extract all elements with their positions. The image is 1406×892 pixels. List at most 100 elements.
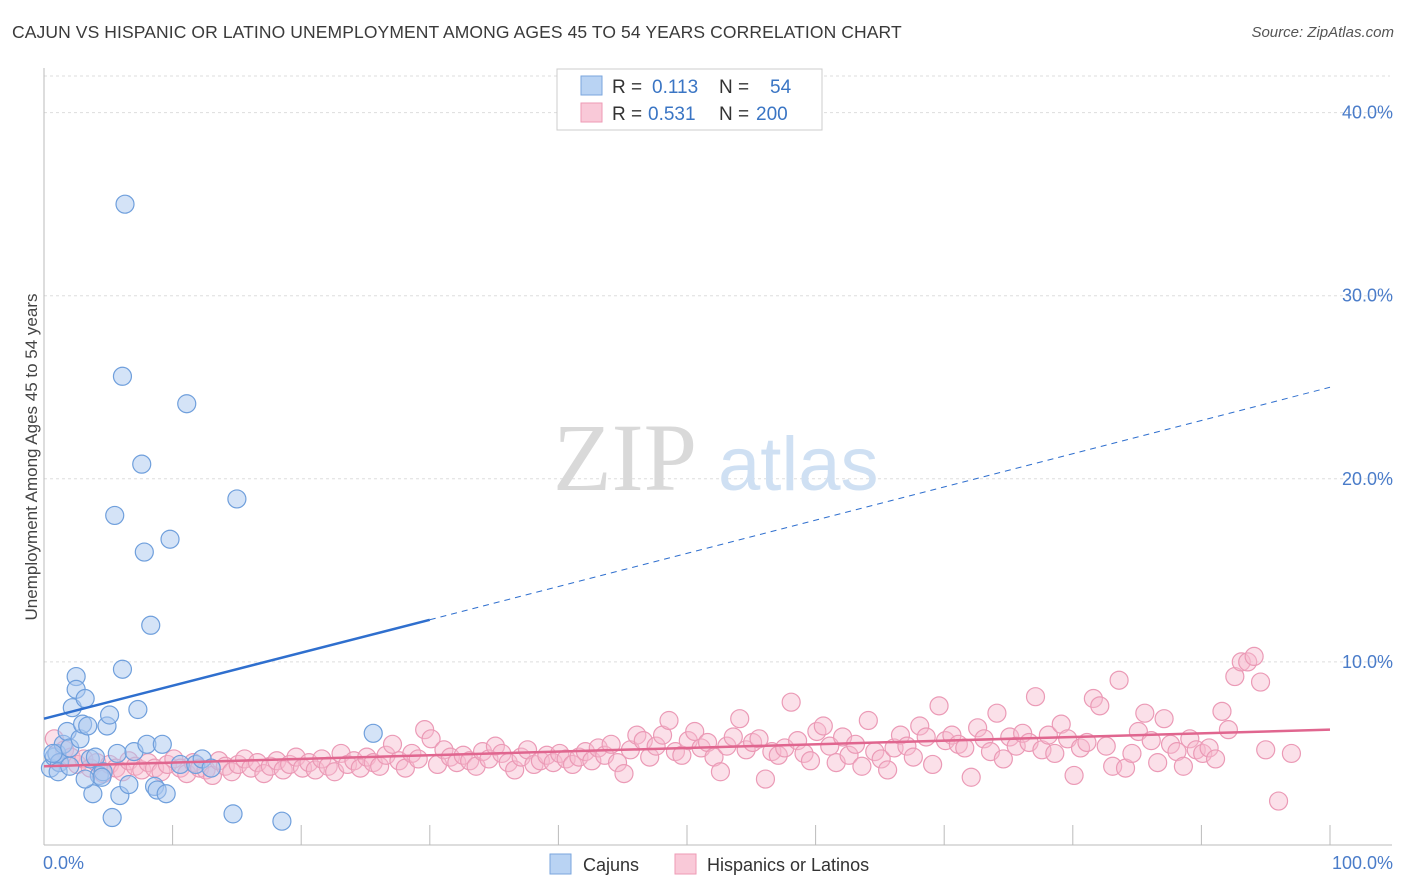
- point-cajuns-22: [105, 505, 125, 526]
- legend-n-value-2: 200: [756, 104, 788, 125]
- point-hispanics-129: [871, 749, 891, 769]
- trend-line-hispanics: [43, 728, 1331, 768]
- point-hispanics-32: [247, 753, 268, 773]
- point-hispanics-112: [762, 742, 782, 762]
- point-hispanics-127: [858, 710, 878, 731]
- point-cajuns-37: [152, 734, 172, 754]
- point-hispanics-46: [337, 754, 358, 775]
- point-hispanics-94: [646, 736, 666, 756]
- point-hispanics-180: [1199, 738, 1219, 758]
- point-hispanics-59: [421, 729, 441, 749]
- point-hispanics-181: [1205, 749, 1226, 769]
- point-cajuns-21: [102, 807, 122, 828]
- bottom-legend-swatch-hispanics: [674, 853, 697, 875]
- point-hispanics-162: [1083, 688, 1103, 709]
- legend-n-label-1: N =: [719, 77, 749, 98]
- point-hispanics-173: [1154, 709, 1174, 729]
- point-hispanics-189: [1256, 740, 1276, 760]
- point-hispanics-124: [839, 745, 859, 765]
- point-cajuns-30: [128, 699, 148, 720]
- point-hispanics-147: [987, 703, 1007, 723]
- point-hispanics-132: [890, 725, 911, 745]
- y-tick-label-2: 30.0%: [1342, 286, 1393, 306]
- watermark: ZIP atlas: [553, 404, 879, 511]
- point-hispanics-100: [685, 721, 705, 742]
- point-hispanics-134: [903, 747, 923, 767]
- grid-lines: [44, 75, 1390, 663]
- point-hispanics-191: [1281, 743, 1302, 764]
- watermark-atlas: atlas: [718, 422, 879, 507]
- point-hispanics-81: [562, 754, 583, 775]
- bottom-legend-cajuns: Cajuns: [583, 855, 639, 875]
- legend-r-value-1: 0.113: [652, 77, 698, 98]
- legend-r-label-1: R =: [612, 77, 642, 98]
- trend-line-cajuns-solid: [43, 618, 431, 720]
- point-hispanics-159: [1064, 765, 1084, 786]
- point-hispanics-161: [1077, 732, 1097, 753]
- point-hispanics-96: [659, 710, 679, 731]
- point-hispanics-155: [1038, 725, 1058, 745]
- point-hispanics-170: [1135, 703, 1155, 723]
- bottom-legend-swatch-cajuns: [549, 853, 572, 875]
- point-hispanics-69: [485, 736, 505, 756]
- point-cajuns-48: [43, 743, 63, 764]
- point-cajuns-46: [272, 811, 292, 831]
- point-hispanics-28: [222, 762, 242, 782]
- series-cajuns-points: [40, 194, 383, 831]
- bottom-legend: Cajuns Hispanics or Latinos: [549, 853, 869, 875]
- point-hispanics-120: [813, 716, 833, 736]
- legend-box: R = 0.113 N = 54 R = 0.531 N = 200: [556, 68, 823, 131]
- point-hispanics-188: [1250, 672, 1271, 692]
- point-hispanics-135: [910, 716, 930, 736]
- point-hispanics-153: [1025, 687, 1046, 707]
- point-hispanics-187: [1244, 646, 1264, 667]
- point-hispanics-110: [749, 729, 769, 749]
- trend-line-cajuns-dashed: [429, 386, 1331, 621]
- point-cajuns-25: [112, 366, 133, 386]
- point-cajuns-31: [132, 454, 152, 474]
- point-hispanics-190: [1268, 791, 1289, 811]
- point-hispanics-144: [968, 718, 988, 738]
- point-hispanics-143: [961, 767, 981, 787]
- point-hispanics-171: [1141, 731, 1161, 751]
- point-hispanics-138: [929, 696, 949, 716]
- point-cajuns-52: [363, 723, 383, 743]
- legend-swatch-hispanics: [580, 102, 603, 123]
- axes: [43, 68, 1392, 846]
- point-hispanics-164: [1096, 736, 1116, 756]
- legend-n-label-2: N =: [719, 104, 749, 125]
- point-hispanics-111: [755, 769, 776, 789]
- y-tick-labels: 10.0% 20.0% 30.0% 40.0%: [1342, 103, 1393, 672]
- point-hispanics-142: [955, 738, 975, 758]
- point-cajuns-44: [223, 804, 243, 824]
- point-cajuns-12: [75, 688, 95, 709]
- point-hispanics-104: [710, 762, 731, 782]
- point-hispanics-41: [305, 760, 325, 780]
- point-hispanics-130: [878, 760, 898, 780]
- point-cajuns-26: [112, 659, 133, 679]
- point-hispanics-172: [1148, 753, 1168, 773]
- legend-r-label-2: R =: [612, 104, 642, 125]
- x-tick-labels: 0.0% 100.0%: [43, 853, 1393, 873]
- point-hispanics-136: [916, 727, 936, 747]
- point-hispanics-57: [408, 749, 428, 769]
- point-hispanics-137: [923, 754, 943, 775]
- point-hispanics-182: [1212, 701, 1232, 721]
- series-hispanics-points: [44, 646, 1302, 811]
- point-cajuns-51: [75, 769, 95, 789]
- point-cajuns-39: [160, 529, 180, 549]
- source-label: Source: ZipAtlas.com: [1251, 24, 1394, 41]
- point-hispanics-166: [1109, 670, 1129, 690]
- point-cajuns-34: [141, 615, 161, 635]
- x-tick-label-1: 100.0%: [1332, 853, 1393, 873]
- point-hispanics-53: [382, 734, 403, 754]
- point-hispanics-85: [588, 738, 608, 758]
- point-cajuns-28: [119, 774, 139, 795]
- point-hispanics-176: [1173, 756, 1193, 776]
- point-cajuns-38: [156, 784, 176, 804]
- point-hispanics-33: [254, 763, 274, 784]
- point-cajuns-27: [115, 194, 135, 214]
- point-hispanics-168: [1122, 743, 1142, 764]
- y-tick-label-0: 10.0%: [1342, 652, 1393, 672]
